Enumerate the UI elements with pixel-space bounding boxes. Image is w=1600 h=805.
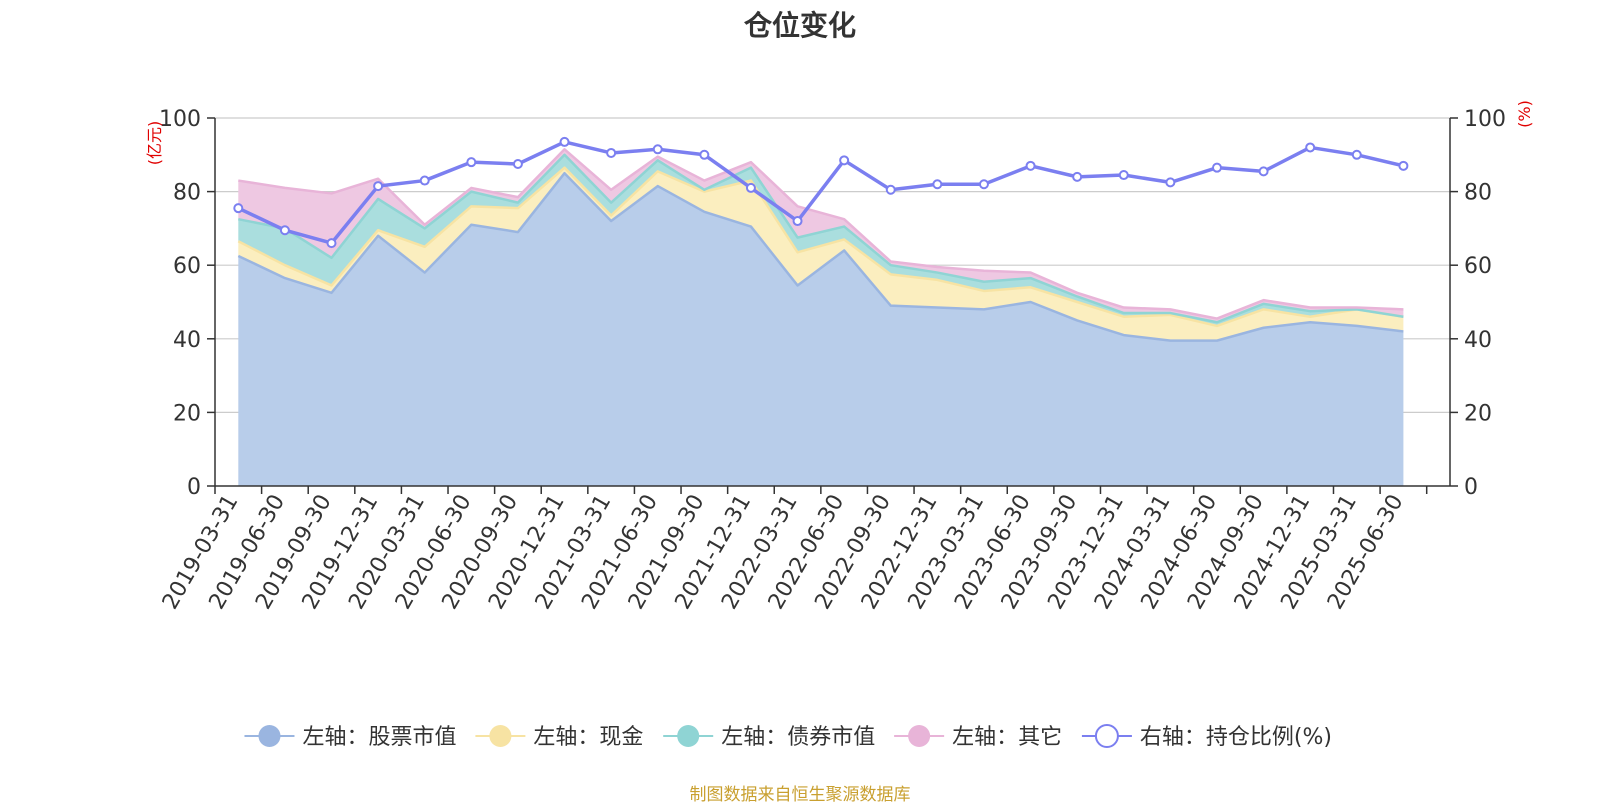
- ratio-point: [559, 136, 570, 147]
- right-tick-label: 80: [1464, 181, 1492, 206]
- ratio-point: [839, 155, 850, 166]
- ratio-point: [233, 203, 244, 214]
- ratio-point: [1258, 166, 1269, 177]
- ratio-point: [932, 179, 943, 190]
- legend-marker: [258, 725, 281, 747]
- ratio-point: [512, 159, 523, 169]
- ratio-point: [885, 184, 896, 195]
- area-top-line-3: [238, 148, 1404, 320]
- legend-marker: [489, 725, 512, 747]
- ratio-point: [1025, 160, 1036, 171]
- legend-label: 左轴：现金: [533, 725, 643, 750]
- ratio-point: [1165, 177, 1176, 188]
- left-tick-label: 0: [187, 475, 201, 500]
- ratio-point: [1072, 171, 1083, 182]
- ratio-point: [606, 147, 617, 158]
- left-axis-unit: (亿元): [145, 121, 164, 166]
- left-tick-label: 40: [173, 328, 201, 353]
- area-1: [238, 167, 1404, 341]
- ratio-point: [792, 216, 803, 227]
- chart-title: 仓位变化: [743, 9, 856, 42]
- ratio-point: [373, 181, 384, 192]
- area-top-line-2: [238, 153, 1404, 324]
- source-note: 制图数据来自恒生聚源数据库: [689, 785, 911, 805]
- ratio-point: [466, 157, 477, 168]
- left-tick-label: 100: [159, 107, 201, 132]
- right-tick-label: 60: [1464, 254, 1492, 279]
- ratio-point: [652, 144, 663, 155]
- right-tick-label: 100: [1464, 107, 1506, 132]
- legend-item-0: 左轴：股票市值: [244, 725, 456, 750]
- ratio-line: [237, 140, 1404, 245]
- left-tick-label: 60: [173, 254, 201, 279]
- ratio-point: [1118, 170, 1129, 181]
- right-axis-unit: (%): [1515, 100, 1534, 128]
- area-top-line-0: [237, 171, 1404, 342]
- left-tick-label: 80: [173, 181, 201, 206]
- legend-marker: [1094, 724, 1119, 748]
- right-tick-label: 20: [1464, 401, 1492, 426]
- ratio-point: [699, 149, 710, 160]
- ratio-point: [279, 225, 290, 236]
- ratio-point: [745, 182, 756, 193]
- ratio-point: [326, 238, 337, 249]
- legend-item-3: 左轴：其它: [894, 725, 1062, 750]
- left-tick-label: 20: [173, 401, 201, 426]
- legend-label: 左轴：股票市值: [302, 725, 456, 750]
- ratio-point: [978, 179, 989, 190]
- legend-marker: [677, 725, 700, 747]
- area-0: [238, 173, 1404, 486]
- legend-item-2: 左轴：债券市值: [663, 725, 875, 750]
- legend-label: 左轴：其它: [952, 725, 1062, 750]
- legend-marker: [908, 725, 931, 747]
- ratio-point: [1305, 142, 1316, 153]
- ratio-point: [1398, 160, 1409, 171]
- area-top-line-1: [237, 166, 1404, 328]
- ratio-point: [419, 175, 430, 186]
- right-tick-label: 0: [1464, 475, 1478, 500]
- legend-label: 右轴：持仓比例(%): [1140, 725, 1332, 750]
- ratio-point: [1351, 149, 1362, 160]
- ratio-point: [1211, 162, 1222, 173]
- legend: 左轴：股票市值 左轴：现金 左轴：债券市值 左轴：其它 右轴：持仓比例(%): [244, 724, 1332, 750]
- right-tick-label: 40: [1464, 328, 1492, 353]
- legend-label: 左轴：债券市值: [721, 725, 875, 750]
- legend-item-4: 右轴：持仓比例(%): [1081, 724, 1332, 750]
- legend-item-1: 左轴：现金: [475, 725, 643, 750]
